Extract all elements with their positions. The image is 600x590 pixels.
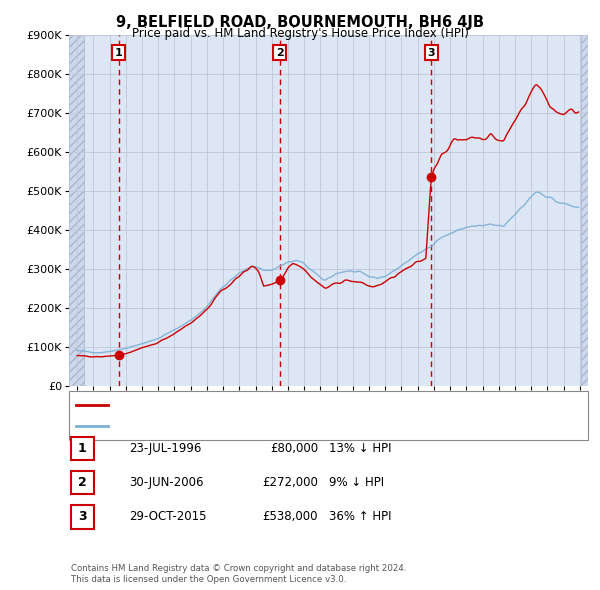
Text: £272,000: £272,000 bbox=[262, 476, 318, 489]
Text: 29-OCT-2015: 29-OCT-2015 bbox=[129, 510, 206, 523]
Text: Contains HM Land Registry data © Crown copyright and database right 2024.: Contains HM Land Registry data © Crown c… bbox=[71, 565, 406, 573]
Text: HPI: Average price, detached house, Bournemouth Christchurch and Poole: HPI: Average price, detached house, Bour… bbox=[112, 421, 483, 431]
Text: £538,000: £538,000 bbox=[263, 510, 318, 523]
Text: 2: 2 bbox=[78, 476, 86, 489]
Text: 13% ↓ HPI: 13% ↓ HPI bbox=[329, 442, 391, 455]
Text: 9% ↓ HPI: 9% ↓ HPI bbox=[329, 476, 384, 489]
Text: 3: 3 bbox=[78, 510, 86, 523]
Text: 30-JUN-2006: 30-JUN-2006 bbox=[129, 476, 203, 489]
Text: 36% ↑ HPI: 36% ↑ HPI bbox=[329, 510, 391, 523]
Text: £80,000: £80,000 bbox=[270, 442, 318, 455]
Bar bbox=[69, 35, 84, 386]
Text: 9, BELFIELD ROAD, BOURNEMOUTH, BH6 4JB: 9, BELFIELD ROAD, BOURNEMOUTH, BH6 4JB bbox=[116, 15, 484, 30]
Text: 1: 1 bbox=[78, 442, 86, 455]
Text: This data is licensed under the Open Government Licence v3.0.: This data is licensed under the Open Gov… bbox=[71, 575, 346, 584]
Text: 1: 1 bbox=[115, 48, 122, 58]
Text: 9, BELFIELD ROAD, BOURNEMOUTH, BH6 4JB (detached house): 9, BELFIELD ROAD, BOURNEMOUTH, BH6 4JB (… bbox=[112, 399, 427, 409]
Bar bbox=[581, 35, 588, 386]
Text: 23-JUL-1996: 23-JUL-1996 bbox=[129, 442, 202, 455]
Text: 3: 3 bbox=[427, 48, 435, 58]
Text: Price paid vs. HM Land Registry's House Price Index (HPI): Price paid vs. HM Land Registry's House … bbox=[131, 27, 469, 40]
Text: 2: 2 bbox=[276, 48, 284, 58]
